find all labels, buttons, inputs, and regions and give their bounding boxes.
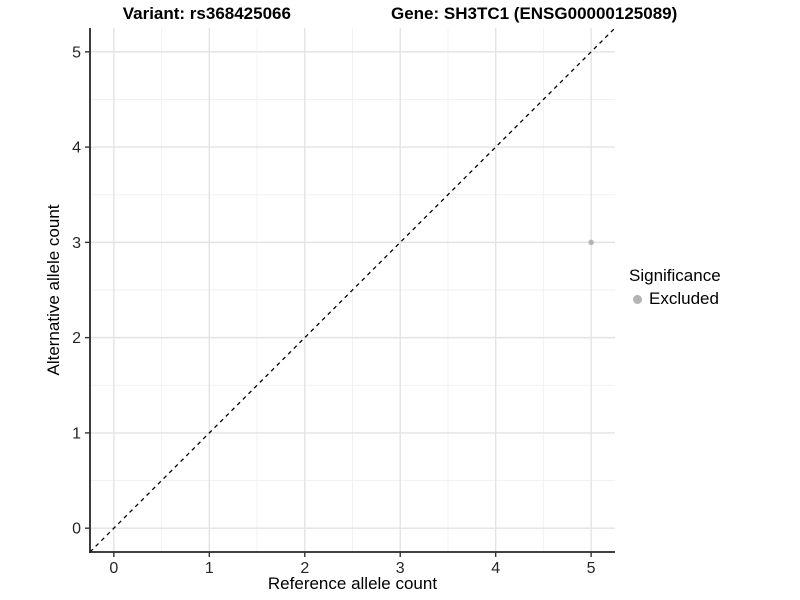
x-tick-label: 3	[396, 560, 405, 577]
y-tick-label: 2	[72, 330, 81, 347]
identity-reference-line	[89, 27, 616, 553]
x-axis-title: Reference allele count	[267, 574, 438, 593]
y-tick-label: 1	[72, 425, 81, 442]
legend-entry-excluded: Excluded	[629, 289, 721, 309]
legend-marker-circle-icon	[633, 294, 642, 304]
data-point	[588, 239, 594, 246]
chart-title: Variant: rs368425066 Gene: SH3TC1 (ENSG0…	[0, 4, 800, 24]
legend-entry-label: Excluded	[649, 289, 719, 308]
y-tick-label: 5	[72, 44, 81, 61]
x-tick-label: 2	[300, 560, 309, 577]
y-axis-title: Alternative allele count	[44, 204, 63, 376]
x-tick-label: 1	[205, 560, 214, 577]
chart-title-variant: Variant: rs368425066	[122, 4, 291, 23]
x-tick-label: 4	[491, 560, 500, 577]
x-tick-label: 5	[587, 560, 596, 577]
y-tick-label: 3	[72, 235, 81, 252]
y-tick-label: 0	[72, 521, 81, 538]
y-tick-label: 4	[72, 140, 81, 157]
x-tick-label: 0	[109, 560, 118, 577]
legend: Significance Excluded	[629, 266, 721, 309]
legend-title: Significance	[629, 266, 721, 285]
chart-title-gene: Gene: SH3TC1 (ENSG00000125089)	[390, 4, 678, 23]
